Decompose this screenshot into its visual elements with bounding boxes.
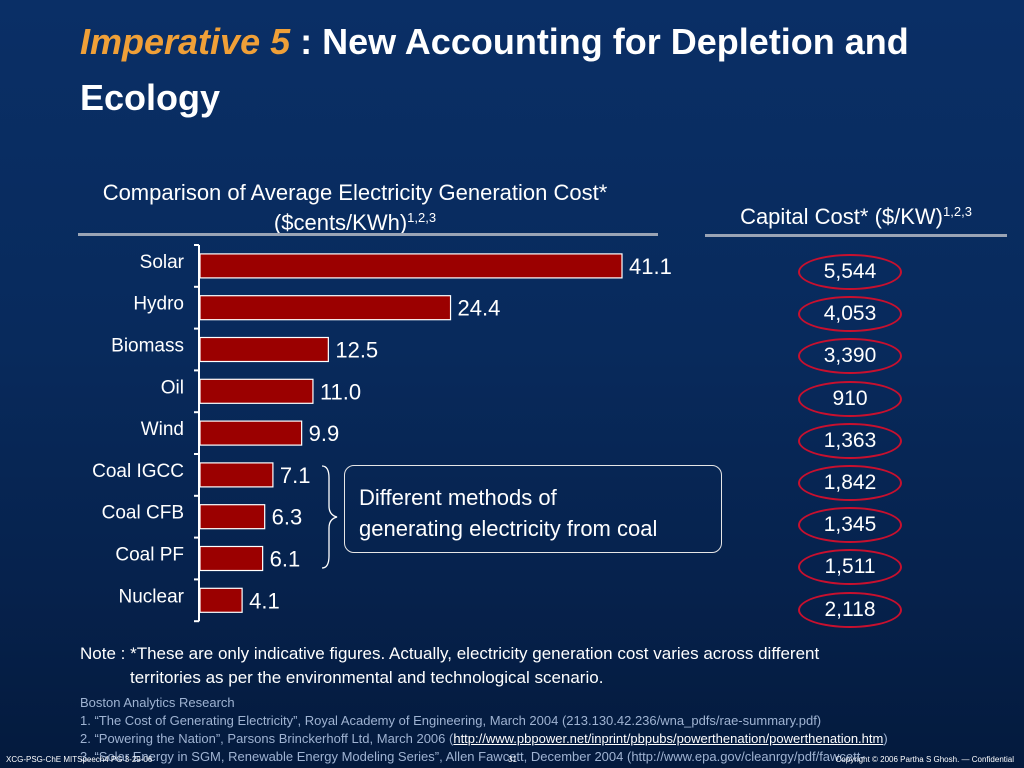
capital-cost-title: Capital Cost* ($/KW)1,2,3	[705, 202, 1007, 232]
chart-title-line2: ($cents/KWh)1,2,3	[40, 208, 670, 238]
capital-cost-title-sup: 1,2,3	[943, 204, 972, 219]
footer-copyright: Copyright © 2006 Partha S Ghosh. — Confi…	[835, 755, 1014, 764]
bar-value-label: 12.5	[335, 338, 378, 363]
bar-value-label: 24.4	[458, 296, 501, 321]
capital-cost-item: 910	[798, 380, 902, 417]
bar-value-label: 7.1	[280, 463, 311, 488]
capital-cost-item: 4,053	[798, 296, 902, 333]
bar-value-label: 4.1	[249, 588, 280, 613]
capital-cost-item: 1,842	[798, 465, 902, 501]
bar-value-label: 9.9	[309, 421, 340, 446]
callout-line1: Different methods of	[359, 485, 557, 510]
capital-cost-item: 1,363	[798, 422, 902, 459]
note: Note : *These are only indicative figure…	[80, 642, 980, 690]
category-label: Coal PF	[115, 545, 184, 566]
chart-bars	[199, 253, 623, 613]
ref-2: 2. “Powering the Nation”, Parsons Brinck…	[80, 730, 1020, 748]
ref-2-suffix: )	[883, 731, 888, 746]
chart-title-line1: Comparison of Average Electricity Genera…	[102, 180, 608, 205]
callout-line2: generating electricity from coal	[359, 516, 658, 541]
bar-value-label: 6.1	[270, 547, 301, 572]
capital-cost-item: 3,390	[798, 338, 902, 375]
note-line1: Note : *These are only indicative figure…	[80, 644, 820, 663]
bar-value-label: 11.0	[320, 379, 361, 404]
category-label: Nuclear	[119, 586, 185, 607]
chart-title-rule	[78, 233, 658, 236]
category-label: Coal CFB	[102, 503, 184, 524]
category-label: Coal IGCC	[92, 461, 184, 482]
ref-source: Boston Analytics Research	[80, 695, 235, 710]
category-label: Hydro	[133, 294, 184, 315]
chart-labels: 41.1 Solar 24.4 Hydro 12.5 Biomass 11.0 Oil 9.9 W…	[92, 252, 672, 613]
capital-cost-item: 1,345	[798, 507, 902, 544]
slide-title: Imperative 5 : New Accounting for Deplet…	[80, 14, 1010, 126]
capital-cost-item: 1,511	[798, 549, 902, 586]
coal-brace	[321, 465, 338, 569]
capital-cost-title-text: Capital Cost* ($/KW)	[740, 204, 944, 229]
chart-title-unit: ($cents/KWh)	[273, 210, 408, 235]
bar	[199, 253, 623, 279]
capital-cost-item: 2,118	[798, 591, 902, 628]
title-highlight: Imperative 5	[80, 21, 291, 62]
chart-axis	[194, 244, 200, 623]
bar-value-label: 6.3	[272, 505, 303, 530]
bar	[199, 504, 266, 530]
references: Boston Analytics Research 1. “The Cost o…	[80, 694, 1020, 766]
footer: XCG-PSG-ChE MITSpeech4 PG 3-29-06 31 Cop…	[0, 752, 1024, 768]
bar	[199, 336, 329, 363]
chart-title-sup: 1,2,3	[407, 210, 437, 225]
bar	[199, 378, 314, 404]
bar	[199, 295, 452, 321]
note-line2: territories as per the environmental and…	[130, 668, 604, 687]
ref-3: 3. “Solar Energy in SGM, Renewable Energ…	[80, 749, 865, 764]
ref-2-link[interactable]: http://www.pbpower.net/inprint/pbpubs/po…	[453, 731, 884, 746]
category-label: Wind	[141, 419, 184, 440]
coal-callout: Different methods of generating electric…	[344, 465, 722, 553]
bar-value-label: 41.1	[629, 254, 672, 279]
bar	[199, 462, 274, 488]
footer-page-number: 31	[508, 755, 517, 764]
capital-cost-rule	[705, 234, 1007, 237]
ref-2-prefix: 2. “Powering the Nation”, Parsons Brinck…	[80, 731, 454, 746]
bar	[199, 587, 243, 613]
bar	[199, 420, 303, 446]
bar	[199, 545, 264, 572]
capital-cost-item: 5,544	[798, 254, 902, 290]
footer-left: XCG-PSG-ChE MITSpeech4 PG 3-29-06	[6, 755, 153, 764]
category-label: Biomass	[111, 336, 184, 357]
ref-1: 1. “The Cost of Generating Electricity”,…	[80, 713, 822, 728]
category-label: Oil	[161, 377, 184, 398]
chart-title: Comparison of Average Electricity Genera…	[40, 178, 670, 238]
category-label: Solar	[140, 252, 185, 273]
title-rest: : New Accounting for Depletion and Ecolo…	[80, 21, 909, 118]
